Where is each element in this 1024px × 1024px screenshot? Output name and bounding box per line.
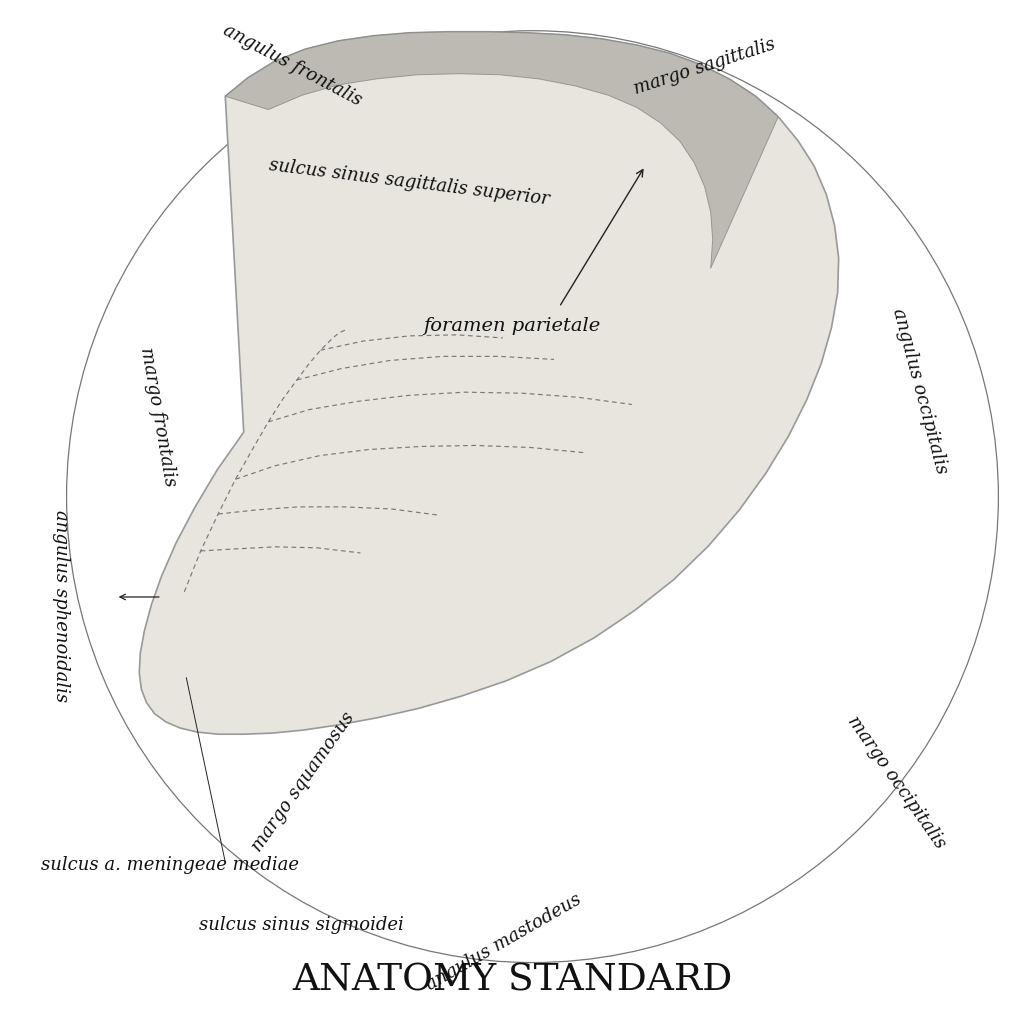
Text: ANATOMY STANDARD: ANATOMY STANDARD xyxy=(292,963,732,998)
Text: angulus frontalis: angulus frontalis xyxy=(220,22,366,110)
Text: sulcus sinus sagittalis superior: sulcus sinus sagittalis superior xyxy=(268,156,551,209)
Text: margo occipitalis: margo occipitalis xyxy=(845,713,949,852)
Text: sulcus a. meningeae mediae: sulcus a. meningeae mediae xyxy=(41,856,299,874)
Text: angulus sphenoidalis: angulus sphenoidalis xyxy=(52,510,71,702)
Text: margo frontalis: margo frontalis xyxy=(136,346,179,487)
Text: sulcus sinus sigmoidei: sulcus sinus sigmoidei xyxy=(199,915,403,934)
Polygon shape xyxy=(139,32,839,734)
Text: margo squamosus: margo squamosus xyxy=(248,710,358,855)
Text: margo sagittalis: margo sagittalis xyxy=(632,35,777,98)
Text: angulus occipitalis: angulus occipitalis xyxy=(889,306,950,476)
Polygon shape xyxy=(225,32,778,268)
Text: angulus mastodeus: angulus mastodeus xyxy=(423,890,585,994)
Text: foramen parietale: foramen parietale xyxy=(423,316,601,335)
